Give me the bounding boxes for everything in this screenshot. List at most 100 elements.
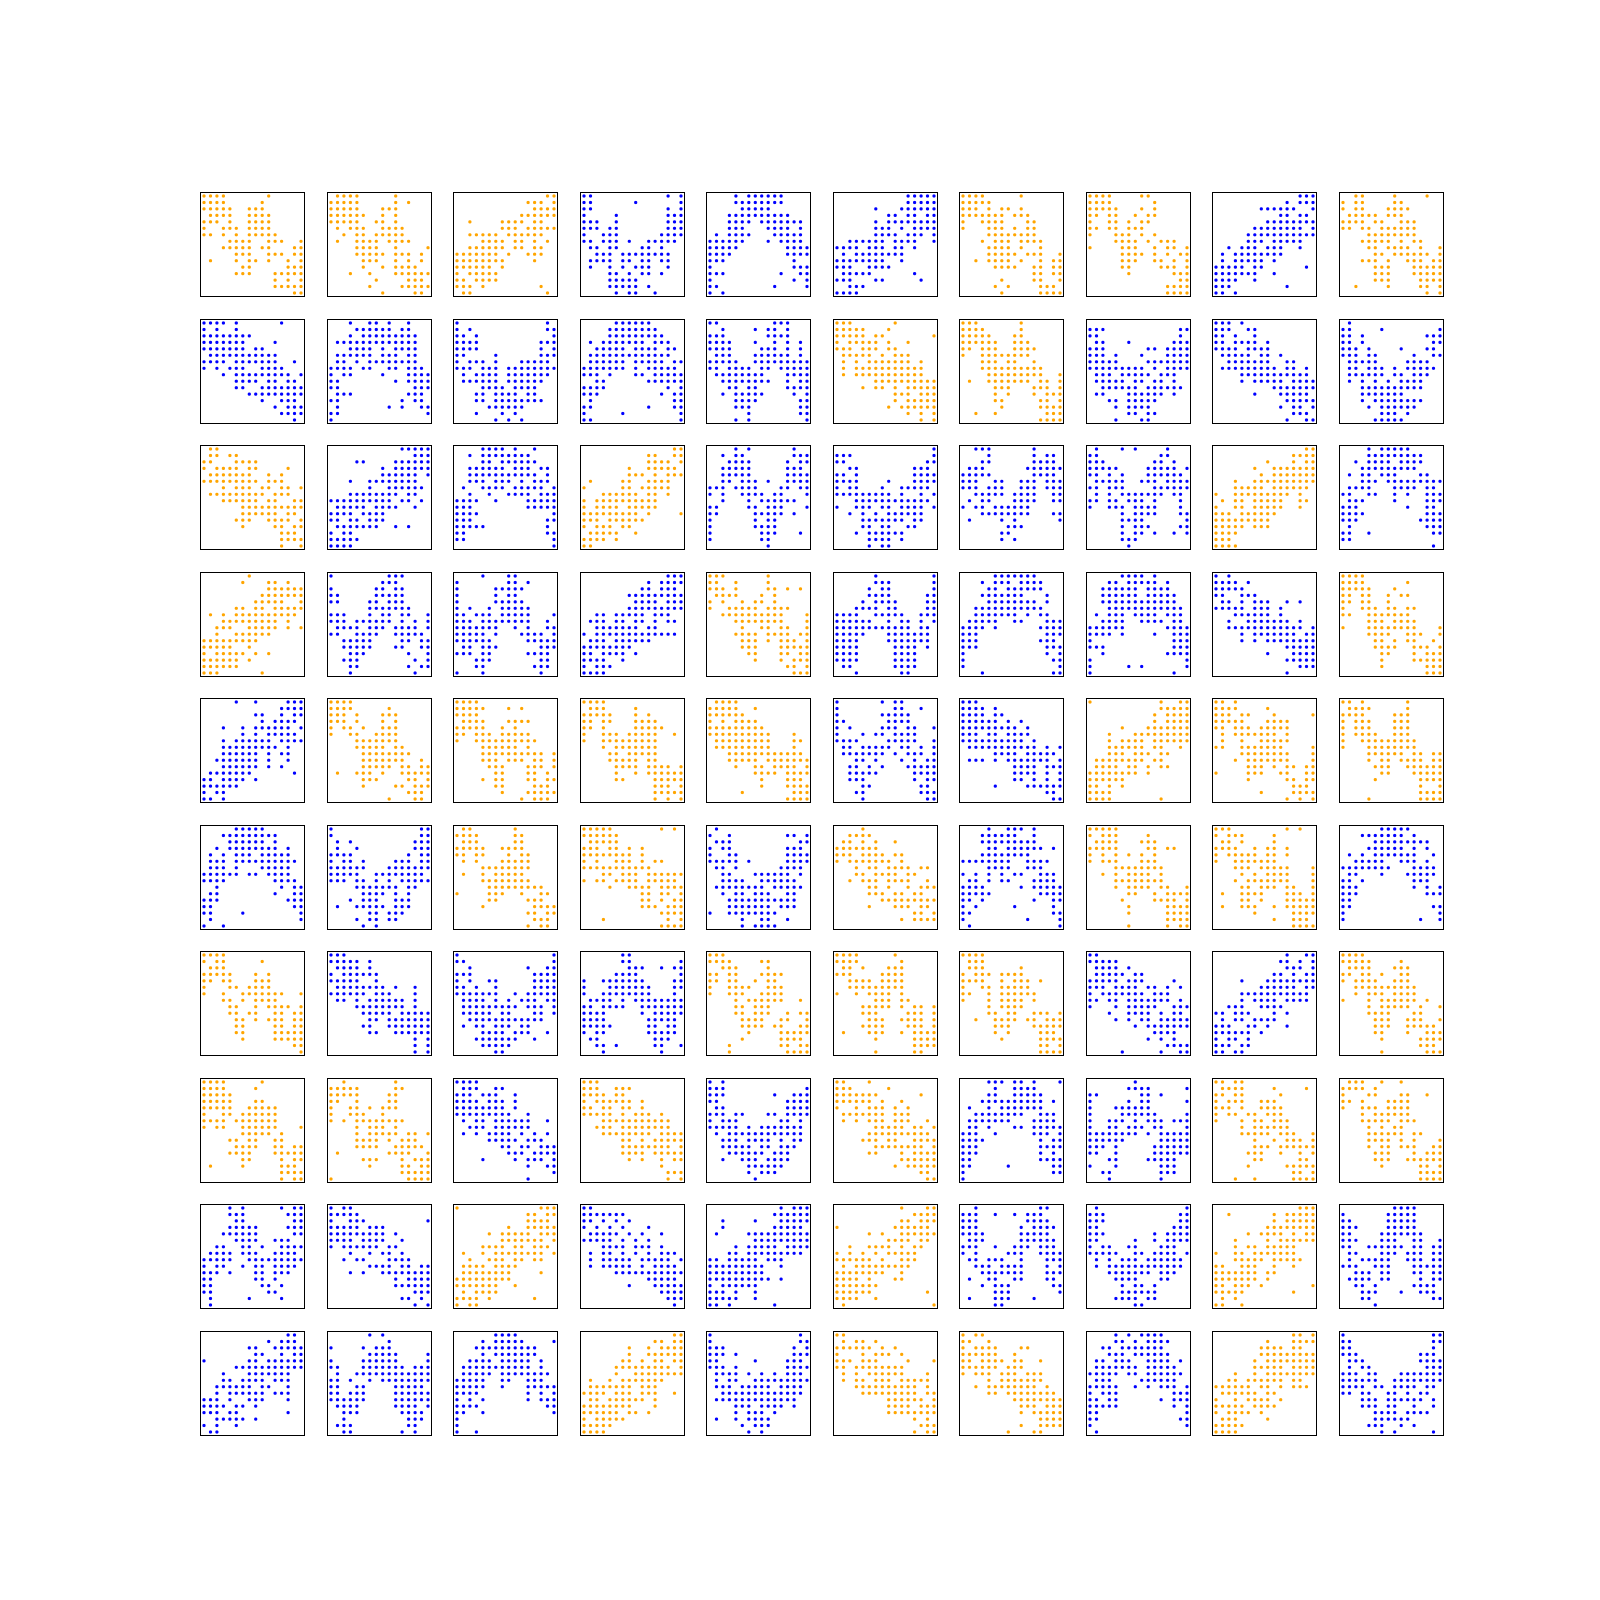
scatter-point	[1412, 645, 1416, 649]
scatter-point	[280, 537, 284, 542]
scatter-point	[899, 492, 903, 496]
scatter-point	[267, 213, 271, 217]
scatter-point	[221, 771, 225, 775]
scatter-point	[1220, 531, 1225, 535]
scatter-point	[526, 719, 530, 723]
scatter-point	[545, 359, 550, 363]
scatter-point	[931, 612, 936, 616]
scatter-point	[1437, 645, 1442, 649]
scatter-point	[487, 252, 491, 256]
scatter-point	[1399, 385, 1403, 389]
scatter-point	[1039, 606, 1043, 610]
scatter-point	[520, 732, 524, 736]
scatter-point	[1013, 340, 1017, 344]
scatter-point	[1246, 246, 1250, 250]
scatter-point	[1285, 213, 1289, 217]
scatter-point	[374, 333, 378, 337]
scatter-point	[1045, 593, 1049, 597]
scatter-point	[1418, 658, 1422, 662]
scatter-point	[1133, 593, 1137, 597]
scatter-point	[1272, 479, 1276, 483]
scatter-point	[834, 291, 839, 295]
plot-frame	[959, 192, 1064, 297]
scatter-point	[545, 466, 550, 470]
scatter-point	[387, 612, 391, 616]
scatter-point	[627, 259, 631, 263]
scatter-point	[672, 599, 676, 603]
scatter-point	[367, 252, 371, 256]
scatter-point	[581, 537, 586, 542]
scatter-point	[400, 784, 404, 788]
scatter-point	[520, 359, 524, 363]
scatter-point	[987, 606, 991, 610]
scatter-point	[581, 525, 586, 529]
scatter-point	[588, 537, 592, 542]
scatter-point	[1013, 353, 1017, 357]
scatter-point	[1386, 411, 1390, 415]
scatter-point	[1392, 207, 1396, 211]
scatter-point	[773, 531, 777, 535]
scatter-point	[886, 599, 890, 603]
scatter-point	[1437, 252, 1442, 256]
scatter-point	[247, 512, 251, 516]
plot-frame	[326, 698, 432, 803]
scatter-point	[328, 632, 333, 636]
scatter-point	[1013, 366, 1017, 370]
scatter-point	[678, 359, 683, 363]
scatter-point	[614, 745, 618, 749]
scatter-point	[766, 213, 770, 217]
scatter-point	[1159, 460, 1163, 464]
scatter-point	[273, 606, 277, 610]
scatter-point	[1246, 233, 1250, 237]
scatter-point	[545, 638, 550, 642]
scatter-point	[672, 346, 676, 350]
scatter-point	[1379, 392, 1383, 396]
scatter-point	[1165, 385, 1169, 389]
scatter-point	[1094, 194, 1098, 198]
scatter-point	[507, 758, 511, 762]
scatter-point	[260, 213, 264, 217]
scatter-point	[1425, 272, 1429, 276]
scatter-point	[1087, 366, 1092, 370]
scatter-point	[292, 385, 297, 389]
scatter-point	[221, 752, 225, 756]
plot-frame	[959, 445, 1064, 550]
scatter-point	[419, 466, 423, 470]
scatter-point	[361, 265, 365, 269]
scatter-point	[614, 732, 618, 736]
scatter-point	[474, 372, 478, 376]
scatter-point	[653, 486, 657, 490]
scatter-point	[234, 700, 238, 704]
scatter-point	[1425, 252, 1429, 256]
scatter-point	[494, 586, 498, 590]
scatter-point	[980, 366, 984, 370]
scatter-point	[601, 233, 605, 237]
scatter-point	[1087, 664, 1092, 668]
scatter-point	[967, 207, 972, 211]
scatter-point	[387, 233, 391, 237]
scatter-point	[588, 220, 592, 224]
scatter-point	[500, 486, 504, 490]
scatter-point	[481, 278, 485, 282]
scatter-point	[1152, 392, 1156, 396]
scatter-point	[1026, 466, 1030, 470]
scatter-point	[455, 320, 459, 325]
scatter-point	[1113, 593, 1117, 597]
scatter-point	[552, 366, 556, 370]
scatter-point	[374, 739, 378, 743]
scatter-point	[1304, 379, 1309, 383]
scatter-point	[1253, 518, 1257, 522]
scatter-point	[1246, 259, 1250, 263]
scatter-point	[798, 372, 803, 376]
scatter-point	[906, 194, 910, 198]
scatter-point	[747, 385, 751, 389]
scatter-point	[1353, 200, 1357, 205]
scatter-point	[348, 226, 352, 230]
scatter-point	[241, 758, 245, 762]
scatter-point	[1045, 405, 1049, 409]
scatter-point	[367, 499, 371, 503]
scatter-point	[1039, 246, 1043, 250]
scatter-point	[607, 252, 611, 256]
scatter-point	[740, 632, 744, 636]
scatter-point	[1412, 466, 1416, 470]
